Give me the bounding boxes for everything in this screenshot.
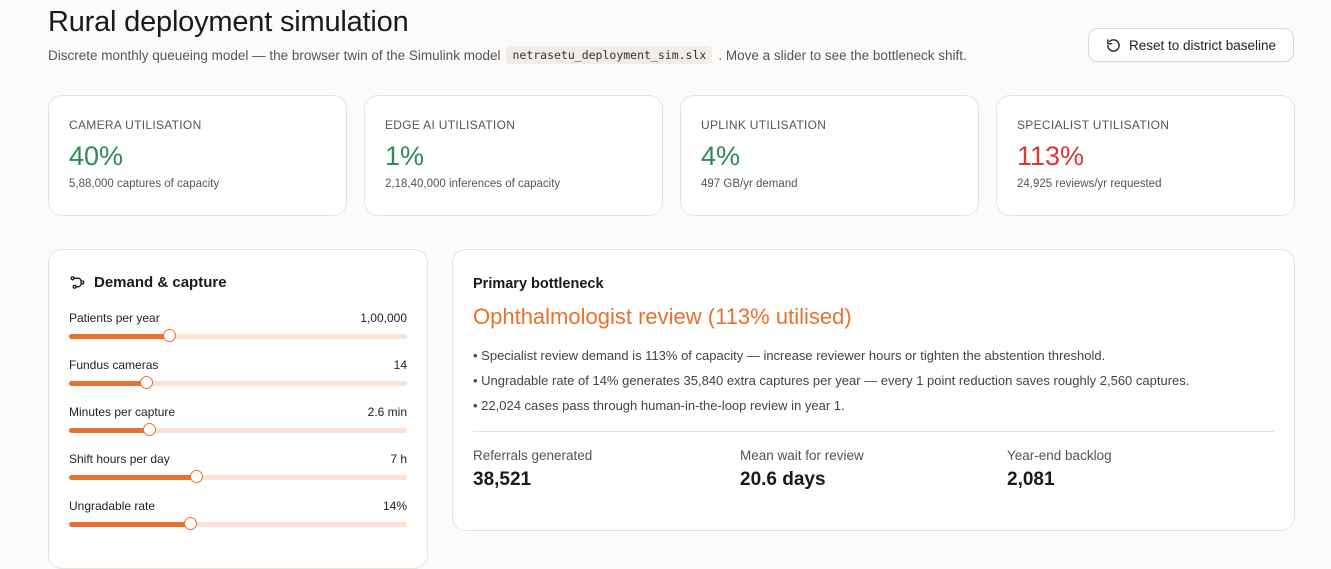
slider-label: Fundus cameras <box>69 358 159 372</box>
slider-shift-hours: Shift hours per day 7 h <box>69 452 407 483</box>
stat-backlog: Year-end backlog 2,081 <box>1007 448 1274 491</box>
slider-thumb[interactable] <box>143 423 157 436</box>
kpi-detail: 5,88,000 captures of capacity <box>69 178 220 190</box>
slider-value: 14 <box>393 358 407 372</box>
subtitle-text: Discrete monthly queueing model — the br… <box>48 47 501 63</box>
model-filename: netrasetu_deployment_sim.slx <box>506 46 713 64</box>
controls-panel-title: Demand & capture <box>94 274 227 291</box>
kpi-detail: 2,18,40,000 inferences of capacity <box>385 178 561 190</box>
stat-mean-wait: Mean wait for review 20.6 days <box>740 448 1007 491</box>
kpi-card-specialist: SPECIALIST UTILISATION 113% 24,925 revie… <box>996 95 1295 216</box>
kpi-label: SPECIALIST UTILISATION <box>1017 118 1170 132</box>
kpi-label: EDGE AI UTILISATION <box>385 118 516 132</box>
slider-value: 7 h <box>390 452 407 466</box>
kpi-card-edge-ai: EDGE AI UTILISATION 1% 2,18,40,000 infer… <box>364 95 663 216</box>
slider-value: 1,00,000 <box>360 311 407 325</box>
slider-label: Ungradable rate <box>69 499 156 513</box>
stat-value: 38,521 <box>473 469 532 490</box>
bottleneck-title: Ophthalmologist review (113% utilised) <box>473 304 852 329</box>
slider-thumb[interactable] <box>139 376 153 389</box>
reset-baseline-label: Reset to district baseline <box>1128 37 1277 53</box>
kpi-value: 4% <box>701 141 741 171</box>
insight-item: • 22,024 cases pass through human-in-the… <box>473 398 845 413</box>
kpi-card-uplink: UPLINK UTILISATION 4% 497 GB/yr demand <box>680 95 979 216</box>
summary-stats: Referrals generated 38,521 Mean wait for… <box>473 448 1274 491</box>
slider-value: 2.6 min <box>367 405 407 419</box>
insight-item: • Ungradable rate of 14% generates 35,84… <box>473 373 1190 388</box>
bottleneck-label: Primary bottleneck <box>473 276 604 292</box>
kpi-detail: 497 GB/yr demand <box>701 178 798 190</box>
slider-track[interactable] <box>69 517 407 530</box>
rotate-ccw-icon <box>1106 38 1121 53</box>
slider-label: Shift hours per day <box>69 452 170 466</box>
stat-referrals: Referrals generated 38,521 <box>473 448 740 491</box>
controls-panel: Demand & capture Patients per year 1,00,0… <box>48 249 428 569</box>
slider-thumb[interactable] <box>163 329 177 342</box>
slider-fill <box>69 522 191 527</box>
stat-value: 20.6 days <box>740 469 826 490</box>
slider-thumb[interactable] <box>183 517 197 530</box>
slider-fill <box>69 334 171 339</box>
slider-value: 14% <box>382 499 407 513</box>
slider-ungradable-rate: Ungradable rate 14% <box>69 499 407 530</box>
kpi-detail: 24,925 reviews/yr requested <box>1017 178 1162 190</box>
controls-panel-header: Demand & capture <box>69 274 407 291</box>
reset-baseline-button[interactable]: Reset to district baseline <box>1088 28 1294 62</box>
stat-label: Mean wait for review <box>740 448 864 463</box>
slider-track[interactable] <box>69 470 407 483</box>
kpi-label: UPLINK UTILISATION <box>701 118 827 132</box>
divider <box>473 431 1274 432</box>
stat-label: Referrals generated <box>473 448 593 463</box>
slider-fill <box>69 428 151 433</box>
slider-fill <box>69 475 198 480</box>
slider-label: Patients per year <box>69 311 160 325</box>
slider-label: Minutes per capture <box>69 405 176 419</box>
stat-label: Year-end backlog <box>1007 448 1112 463</box>
subtitle-text-end: . Move a slider to see the bottleneck sh… <box>718 47 967 63</box>
bottleneck-panel: Primary bottleneck Ophthalmologist revie… <box>452 249 1295 531</box>
kpi-value: 113% <box>1017 141 1085 171</box>
slider-track[interactable] <box>69 376 407 389</box>
slider-track[interactable] <box>69 329 407 342</box>
slider-patients-per-year: Patients per year 1,00,000 <box>69 311 407 342</box>
bottleneck-insights: • Specialist review demand is 113% of ca… <box>473 348 1274 413</box>
stat-value: 2,081 <box>1007 469 1055 490</box>
kpi-value: 1% <box>385 141 425 171</box>
slider-fundus-cameras: Fundus cameras 14 <box>69 358 407 389</box>
kpi-card-camera: CAMERA UTILISATION 40% 5,88,000 captures… <box>48 95 347 216</box>
kpi-value: 40% <box>69 141 124 171</box>
page-title: Rural deployment simulation <box>48 6 409 38</box>
slider-minutes-per-capture: Minutes per capture 2.6 min <box>69 405 407 436</box>
slider-fill <box>69 381 147 386</box>
insight-item: • Specialist review demand is 113% of ca… <box>473 348 1106 363</box>
page-subtitle: Discrete monthly queueing model — the br… <box>48 46 967 64</box>
slider-thumb[interactable] <box>190 470 204 483</box>
kpi-label: CAMERA UTILISATION <box>69 118 202 132</box>
waypoints-icon <box>69 274 86 291</box>
slider-track[interactable] <box>69 423 407 436</box>
kpi-row: CAMERA UTILISATION 40% 5,88,000 captures… <box>48 95 1295 216</box>
slider-list: Patients per year 1,00,000 Fundus cameras… <box>69 311 407 530</box>
